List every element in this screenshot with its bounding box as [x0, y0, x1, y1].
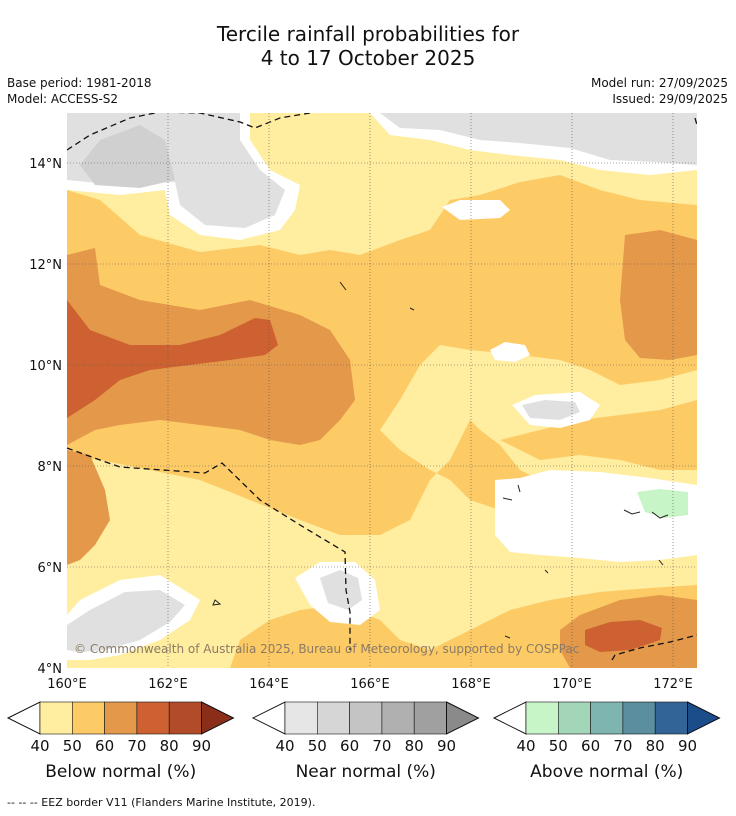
lat-label-14n: 14°N — [29, 157, 62, 172]
lon-label-172e: 172°E — [653, 677, 693, 692]
legend-swatch — [72, 701, 105, 735]
copyright-notice: © Commonwealth of Australia 2025, Bureau… — [74, 642, 579, 656]
title-line-2: 4 to 17 October 2025 — [260, 46, 476, 70]
below-normal-70-region-se — [585, 620, 662, 652]
lat-label-4n: 4°N — [38, 662, 63, 677]
map-gridlines — [67, 113, 697, 668]
legend-min-arrow — [251, 701, 286, 735]
legend-tick-label: 50 — [549, 737, 568, 755]
issued-date: Issued: 29/09/2025 — [612, 92, 728, 106]
legend-tick-label: 90 — [192, 737, 211, 755]
near-normal-40-region-ne — [380, 113, 697, 165]
legend-swatch — [168, 701, 202, 735]
lon-label-170e: 170°E — [552, 677, 592, 692]
legend-swatch — [316, 701, 350, 735]
map-title: Tercile rainfall probabilities for 4 to … — [0, 22, 736, 70]
legend-max-arrow — [201, 701, 235, 735]
legend-title: Near normal (%) — [296, 762, 436, 782]
legend-tick-label: 70 — [613, 737, 632, 755]
lon-label-162e: 162°E — [148, 677, 188, 692]
title-line-1: Tercile rainfall probabilities for — [216, 22, 520, 46]
below-normal-50-region — [67, 175, 697, 535]
legend-tick-label: 80 — [646, 737, 665, 755]
legend-max-arrow — [446, 701, 480, 735]
legend-tick-label: 40 — [516, 737, 535, 755]
legend-tick-label: 40 — [275, 737, 294, 755]
above-normal-legend: 40 50 60 70 80 90 Above normal (%) — [492, 701, 721, 782]
legend-swatch — [590, 701, 624, 735]
below-normal-50-region-east — [500, 400, 697, 470]
legend-tick-label: 70 — [127, 737, 146, 755]
legend-swatch — [104, 701, 138, 735]
legend-swatch — [654, 701, 688, 735]
legend-swatch — [413, 701, 447, 735]
legend-title: Below normal (%) — [45, 762, 196, 782]
legend-swatch — [525, 701, 559, 735]
eez-boundaries — [67, 113, 697, 661]
near-normal-50-region-north — [80, 125, 175, 188]
no-signal-region-small-2 — [490, 342, 530, 362]
below-normal-60-region-east — [620, 230, 697, 360]
legend-tick-label: 80 — [405, 737, 424, 755]
legend-title: Above normal (%) — [530, 762, 683, 782]
island-outlines — [212, 281, 669, 639]
legend-area: 40 50 60 70 80 90 Below normal (%) 40 50 60 70 80 9… — [6, 701, 721, 782]
below-normal-60-region-west — [67, 450, 110, 565]
lat-axis: 14°N 12°N 10°N 8°N 6°N 4°N — [29, 157, 62, 677]
near-normal-40-region-sw — [67, 590, 185, 652]
legend-swatch — [349, 701, 383, 735]
legend-swatch — [284, 701, 318, 735]
lat-label-10n: 10°N — [29, 359, 62, 374]
above-normal-40-region — [637, 489, 688, 518]
legend-min-arrow — [492, 701, 527, 735]
lon-label-160e: 160°E — [47, 677, 87, 692]
legend-tick-label: 40 — [30, 737, 49, 755]
eez-footnote: -- -- -- EEZ border V11 (Flanders Marine… — [7, 796, 316, 809]
base-period: Base period: 1981-2018 — [7, 76, 152, 90]
lon-label-164e: 164°E — [249, 677, 289, 692]
legend-swatch — [622, 701, 656, 735]
meta-left: Base period: 1981-2018 Model: ACCESS-S2 — [7, 75, 152, 107]
below-normal-70-region — [67, 300, 278, 418]
lat-label-12n: 12°N — [29, 258, 62, 273]
legend-tick-label: 50 — [308, 737, 327, 755]
below-normal-legend: 40 50 60 70 80 90 Below normal (%) — [6, 701, 235, 782]
legend-tick-label: 50 — [63, 737, 82, 755]
legend-tick-label: 60 — [95, 737, 114, 755]
lon-label-168e: 168°E — [451, 677, 491, 692]
lat-label-8n: 8°N — [38, 460, 63, 475]
legend-tick-label: 90 — [437, 737, 456, 755]
legend-tick-label: 70 — [372, 737, 391, 755]
map-fill-layers — [67, 113, 697, 668]
lat-label-6n: 6°N — [38, 561, 63, 576]
model-run: Model run: 27/09/2025 — [590, 76, 728, 90]
meta-right: Model run: 27/09/2025 Issued: 29/09/2025 — [591, 75, 728, 107]
near-normal-40-region-mid — [522, 400, 580, 420]
lon-axis: 160°E 162°E 164°E 166°E 168°E 170°E 172°… — [47, 677, 693, 692]
forecast-map: 14°N 12°N 10°N 8°N 6°N 4°N 160°E 162°E 1… — [29, 113, 697, 692]
legend-max-arrow — [687, 701, 721, 735]
legend-tick-label: 80 — [160, 737, 179, 755]
near-normal-40-region-south — [320, 570, 362, 610]
legend-tick-label: 60 — [581, 737, 600, 755]
legend-min-arrow — [6, 701, 41, 735]
model-name: Model: ACCESS-S2 — [7, 92, 119, 106]
legend-tick-label: 90 — [678, 737, 697, 755]
lon-label-166e: 166°E — [350, 677, 390, 692]
legend-swatch — [39, 701, 73, 735]
legend-tick-label: 60 — [340, 737, 359, 755]
legend-swatch — [381, 701, 415, 735]
no-signal-region-small-1 — [442, 200, 510, 220]
legend-swatch — [557, 701, 591, 735]
legend-swatch — [136, 701, 170, 735]
